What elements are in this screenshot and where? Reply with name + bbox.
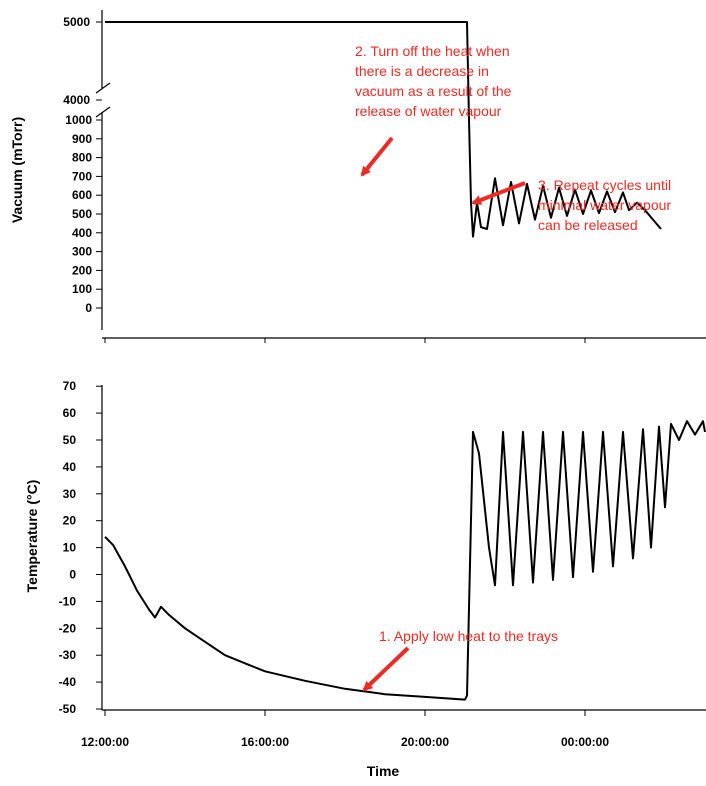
bottom-y-tick-label: 20 (63, 514, 77, 528)
bottom-y-tick-label: 10 (63, 541, 77, 555)
annotation-arrow (360, 136, 394, 177)
bottom-x-tick-label: 16:00:00 (241, 735, 289, 749)
annotation-line: 3. Repeat cycles until (538, 177, 671, 193)
top-y-tick-label: 0 (85, 301, 92, 315)
bottom-y-tick-label: 60 (63, 406, 77, 420)
top-y-tick-label: 600 (72, 188, 92, 202)
bottom-x-tick-label: 00:00:00 (561, 735, 609, 749)
annotation-line: release of water vapour (355, 103, 502, 119)
bottom-y-tick-label: -30 (59, 648, 77, 662)
bottom-y-tick-label: 50 (63, 433, 77, 447)
bottom-y-tick-label: -50 (59, 702, 77, 716)
bottom-y-tick-label: 70 (63, 379, 77, 393)
annotation-line: minimal water vapour (538, 197, 671, 213)
annotation-text: 2. Turn off the heat when there is a decr… (355, 43, 512, 119)
top-y-axis-title: Vacuum (mTorr) (9, 117, 25, 223)
bottom-y-tick-label: -40 (59, 675, 77, 689)
top-y-tick-label: 200 (72, 263, 92, 277)
bottom-y-tick-label: -10 (59, 594, 77, 608)
annotation-arrow (471, 181, 526, 205)
annotation-text: 3. Repeat cycles until minimal water vapo… (538, 177, 671, 233)
top-y-tick-label: 500 (72, 207, 92, 221)
bottom-y-tick-label: 0 (69, 568, 76, 582)
top-y-tick-label: 300 (72, 245, 92, 259)
annotation-line: there is a decrease in (355, 63, 489, 79)
annotation-line: can be released (538, 217, 638, 233)
vacuum-series-line (105, 21, 662, 238)
bottom-y-tick-label: -20 (59, 621, 77, 635)
annotation-line: vacuum as a result of the (355, 83, 512, 99)
annotation-text: 1. Apply low heat to the trays (379, 628, 558, 644)
annotation-line: 2. Turn off the heat when (355, 43, 510, 59)
series-layer (104, 21, 706, 701)
annotations-layer: 2. Turn off the heat when there is a decr… (355, 43, 671, 692)
top-y-tick-label: 800 (72, 151, 92, 165)
top-y-tick-label: 1000 (65, 113, 92, 127)
top-y-tick-label: 100 (72, 282, 92, 296)
top-y-tick-label: 5000 (63, 15, 90, 29)
bottom-x-tick-label: 12:00:00 (81, 735, 129, 749)
top-y-tick-label: 700 (72, 169, 92, 183)
bottom-y-axis-title: Temperature (°C) (24, 480, 40, 593)
bottom-y-tick-label: 30 (63, 487, 77, 501)
axis-break-mark (95, 106, 111, 118)
top-y-tick-label: 4000 (63, 93, 90, 107)
annotation-arrow (362, 646, 410, 692)
bottom-y-tick-label: 40 (63, 460, 77, 474)
temperature-series-line (104, 420, 706, 701)
axis-break-mark (95, 82, 111, 94)
top-y-tick-label: 900 (72, 132, 92, 146)
axes-layer: 0100200300400500600700800900100040005000… (9, 10, 706, 779)
bottom-x-axis-title: Time (367, 763, 400, 779)
annotation-line: 1. Apply low heat to the trays (379, 628, 558, 644)
top-y-tick-label: 400 (72, 226, 92, 240)
bottom-x-tick-label: 20:00:00 (401, 735, 449, 749)
